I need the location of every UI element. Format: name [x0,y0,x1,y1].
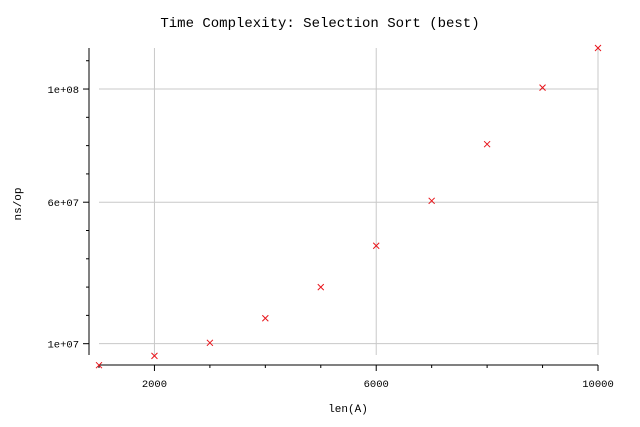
y-tick-label: 1e+08 [47,85,79,97]
marker-layer [95,44,602,369]
data-point [317,283,325,291]
x-axis-label: len(A) [328,404,368,416]
y-axis-label: ns/op [13,187,25,220]
chart-title: Time Complexity: Selection Sort (best) [160,16,479,32]
data-point [372,242,380,250]
tick-label-layer: 1e+07 6e+07 1e+08 2000 6000 10000 [47,85,613,391]
x-tick-label: 6000 [364,379,389,391]
data-point [594,44,602,52]
data-point [539,84,546,91]
data-point [261,314,269,322]
x-tick-label: 10000 [582,379,614,391]
data-point [95,361,103,369]
data-point [151,352,158,360]
x-tick-label: 2000 [142,379,167,391]
axis-layer [83,48,599,371]
data-point [483,140,491,148]
y-tick-label: 6e+07 [47,198,79,210]
data-point [206,339,214,347]
grid-layer [99,48,599,355]
y-tick-label: 1e+07 [47,340,79,352]
data-point [428,197,436,205]
